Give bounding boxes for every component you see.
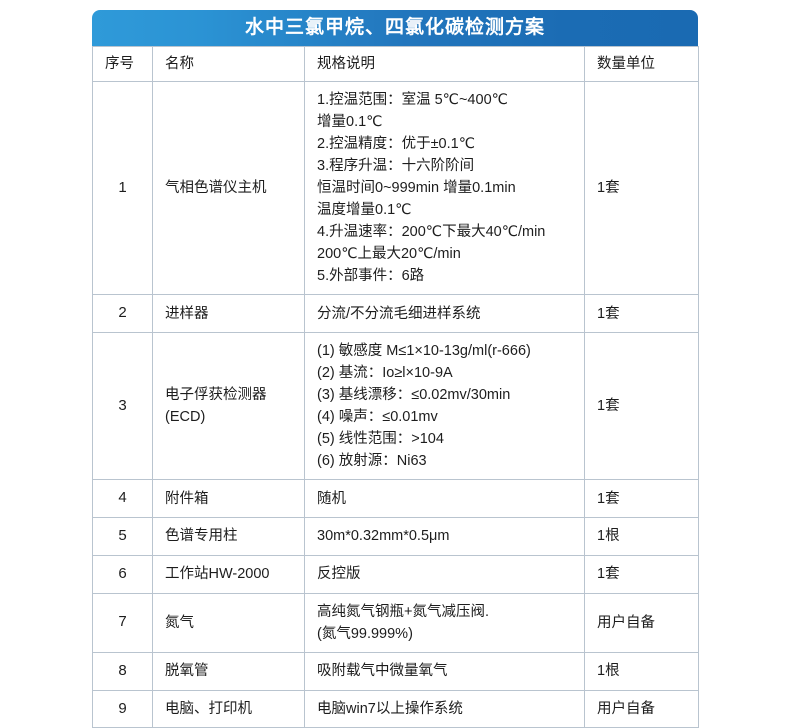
cell-no: 4	[92, 479, 153, 519]
cell-no: 9	[92, 689, 153, 728]
row-number: 5	[118, 527, 127, 545]
cell-name: 气相色谱仪主机	[152, 80, 305, 296]
cell-name: 电子俘获检测器 (ECD)	[152, 332, 305, 481]
table-row: 9 电脑、打印机 电脑win7以上操作系统 用户自备	[92, 689, 699, 728]
cell-no: 7	[92, 592, 153, 653]
table-row: 3 电子俘获检测器 (ECD) (1) 敏感度 M≤1×10-13g/ml(r-…	[92, 332, 699, 481]
row-number: 8	[118, 661, 127, 679]
cell-name: 色谱专用柱	[152, 517, 305, 556]
cell-no: 5	[92, 517, 153, 556]
cell-qty: 用户自备	[584, 592, 699, 653]
table-header: 序号 名称 规格说明 数量单位	[92, 46, 699, 82]
table-row: 1 气相色谱仪主机 1.控温范围：室温 5℃~400℃ 增量0.1℃ 2.控温精…	[92, 80, 699, 296]
cell-spec: 随机	[304, 479, 585, 519]
row-name: 电脑、打印机	[165, 700, 252, 717]
cell-no: 3	[92, 332, 153, 481]
table-row: 4 附件箱 随机 1套	[92, 479, 699, 519]
row-name: 脱氧管	[165, 663, 209, 680]
cell-qty: 1根	[584, 517, 699, 556]
table-row: 7 氮气 高纯氮气钢瓶+氮气减压阀. (氮气99.999%) 用户自备	[92, 592, 699, 653]
row-spec: 随机	[317, 490, 346, 507]
table-row: 5 色谱专用柱 30m*0.32mm*0.5μm 1根	[92, 517, 699, 556]
row-spec: 反控版	[317, 566, 361, 583]
column-header-qty-label: 数量单位	[597, 55, 655, 72]
table-body: 1 气相色谱仪主机 1.控温范围：室温 5℃~400℃ 增量0.1℃ 2.控温精…	[92, 80, 699, 728]
row-number: 6	[118, 564, 127, 582]
column-header-spec: 规格说明	[304, 46, 585, 82]
row-spec: 分流/不分流毛细进样系统	[317, 305, 481, 322]
cell-name: 工作站HW-2000	[152, 554, 305, 594]
row-name: 氮气	[165, 614, 194, 631]
row-qty: 1根	[597, 663, 620, 680]
row-spec: 30m*0.32mm*0.5μm	[317, 528, 450, 545]
page-title: 水中三氯甲烷、四氯化碳检测方案	[92, 10, 698, 46]
row-qty: 1根	[597, 528, 620, 545]
cell-name: 氮气	[152, 592, 305, 653]
column-header-no-label: 序号	[105, 55, 134, 72]
row-qty: 用户自备	[597, 700, 655, 717]
row-spec: 吸附载气中微量氧气	[317, 663, 448, 680]
row-number: 3	[118, 396, 127, 414]
cell-qty: 用户自备	[584, 689, 699, 728]
cell-qty: 1套	[584, 554, 699, 594]
column-header-no: 序号	[92, 46, 153, 82]
cell-name: 脱氧管	[152, 651, 305, 691]
specification-table: 序号 名称 规格说明 数量单位 1	[92, 46, 699, 728]
row-qty: 1套	[597, 305, 620, 322]
cell-spec: 30m*0.32mm*0.5μm	[304, 517, 585, 556]
row-qty: 1套	[597, 566, 620, 583]
row-number: 1	[118, 178, 127, 196]
row-name: 电子俘获检测器 (ECD)	[165, 387, 267, 426]
row-name: 进样器	[165, 305, 209, 322]
row-spec: (1) 敏感度 M≤1×10-13g/ml(r-666) (2) 基流：Io≥l…	[317, 343, 531, 470]
cell-spec: 高纯氮气钢瓶+氮气减压阀. (氮气99.999%)	[304, 592, 585, 653]
cell-qty: 1根	[584, 651, 699, 691]
cell-spec: 吸附载气中微量氧气	[304, 651, 585, 691]
column-header-qty: 数量单位	[584, 46, 699, 82]
cell-spec: 电脑win7以上操作系统	[304, 689, 585, 728]
cell-no: 2	[92, 294, 153, 334]
cell-spec: 1.控温范围：室温 5℃~400℃ 增量0.1℃ 2.控温精度：优于±0.1℃ …	[304, 80, 585, 296]
row-name: 色谱专用柱	[165, 528, 238, 545]
row-qty: 用户自备	[597, 614, 655, 631]
row-spec: 1.控温范围：室温 5℃~400℃ 增量0.1℃ 2.控温精度：优于±0.1℃ …	[317, 92, 546, 285]
cell-name: 附件箱	[152, 479, 305, 519]
cell-no: 6	[92, 554, 153, 594]
spec-table-container: 水中三氯甲烷、四氯化碳检测方案 序号 名称 规格说明	[92, 10, 699, 728]
row-spec: 高纯氮气钢瓶+氮气减压阀. (氮气99.999%)	[317, 603, 489, 642]
cell-spec: 分流/不分流毛细进样系统	[304, 294, 585, 334]
row-name: 附件箱	[165, 490, 209, 507]
row-name: 气相色谱仪主机	[165, 180, 267, 197]
column-header-name: 名称	[152, 46, 305, 82]
cell-qty: 1套	[584, 479, 699, 519]
cell-spec: 反控版	[304, 554, 585, 594]
row-number: 7	[118, 613, 127, 631]
row-qty: 1套	[597, 398, 620, 415]
row-qty: 1套	[597, 490, 620, 507]
row-spec: 电脑win7以上操作系统	[317, 700, 463, 717]
row-number: 9	[118, 699, 127, 717]
table-header-row: 序号 名称 规格说明 数量单位	[92, 46, 699, 82]
table-row: 6 工作站HW-2000 反控版 1套	[92, 554, 699, 594]
table-row: 8 脱氧管 吸附载气中微量氧气 1根	[92, 651, 699, 691]
cell-name: 进样器	[152, 294, 305, 334]
row-qty: 1套	[597, 180, 620, 197]
cell-qty: 1套	[584, 332, 699, 481]
cell-qty: 1套	[584, 294, 699, 334]
cell-no: 8	[92, 651, 153, 691]
column-header-spec-label: 规格说明	[317, 55, 375, 72]
cell-qty: 1套	[584, 80, 699, 296]
cell-no: 1	[92, 80, 153, 296]
page-root: 水中三氯甲烷、四氯化碳检测方案 序号 名称 规格说明	[92, 10, 699, 728]
cell-spec: (1) 敏感度 M≤1×10-13g/ml(r-666) (2) 基流：Io≥l…	[304, 332, 585, 481]
table-row: 2 进样器 分流/不分流毛细进样系统 1套	[92, 294, 699, 334]
column-header-name-label: 名称	[165, 55, 194, 72]
cell-name: 电脑、打印机	[152, 689, 305, 728]
row-number: 2	[118, 304, 127, 322]
row-name: 工作站HW-2000	[165, 566, 270, 583]
row-number: 4	[118, 489, 127, 507]
